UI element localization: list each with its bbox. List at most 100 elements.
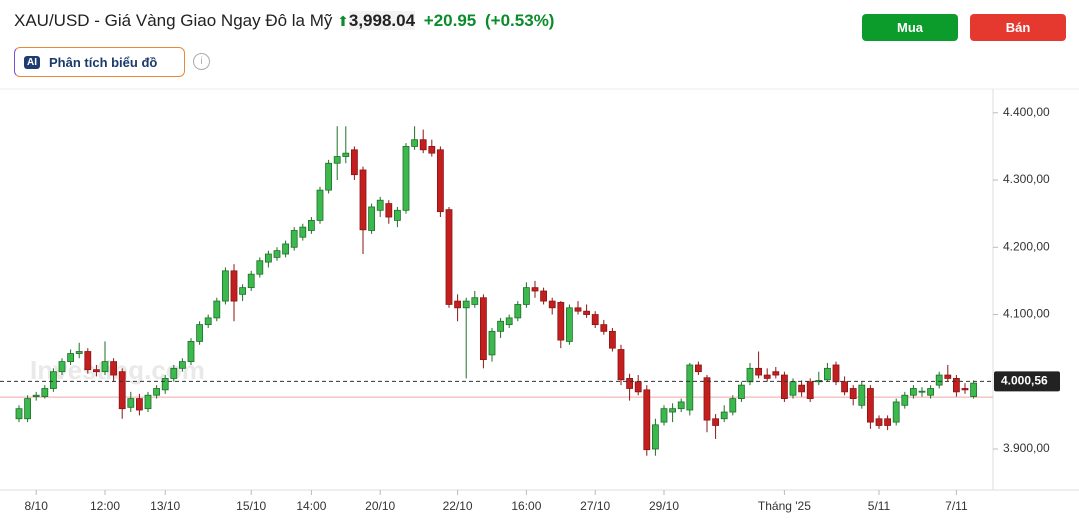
candle-body <box>110 361 117 376</box>
candle-body <box>67 353 74 363</box>
candle-body <box>703 377 711 421</box>
candle-body <box>772 371 780 376</box>
up-arrow: ⬆ <box>337 13 349 29</box>
x-tick-label: 16:00 <box>511 499 541 513</box>
candle-body <box>488 330 496 356</box>
candle-body <box>290 230 298 248</box>
candle-body <box>841 381 848 393</box>
x-tick-label: 8/10 <box>25 499 49 513</box>
candle-body <box>514 304 522 319</box>
candle-body <box>746 367 754 383</box>
candle-body <box>50 371 57 389</box>
candle-body <box>41 388 49 397</box>
candle-body <box>910 388 917 396</box>
candle-body <box>695 364 702 373</box>
candle-body <box>935 374 943 386</box>
x-tick-label: 15/10 <box>236 499 266 513</box>
candle-body <box>101 361 109 373</box>
x-tick-label: 7/11 <box>945 499 968 513</box>
x-tick-label: 20/10 <box>365 499 395 513</box>
candle-body <box>445 209 453 305</box>
x-tick-label: 27/10 <box>580 499 610 513</box>
candle-body <box>918 390 926 393</box>
candle-body <box>58 361 66 373</box>
sell-button[interactable]: Bán <box>970 14 1066 41</box>
last-price-box <box>994 371 1060 392</box>
y-tick-label: 4.200,00 <box>1003 239 1050 253</box>
candle-body <box>135 398 143 411</box>
candle-body <box>961 388 969 391</box>
candle-body <box>600 324 608 332</box>
candle-body <box>144 394 152 410</box>
candle-body <box>187 341 195 363</box>
candle-body <box>652 424 659 450</box>
price: 3,998.04 <box>348 11 416 30</box>
header-line: XAU/USD - Giá Vàng Giao Ngay Đô la Mỹ ⬆3… <box>14 11 554 31</box>
buy-button[interactable]: Mua <box>862 14 958 41</box>
candle-body <box>178 361 186 369</box>
candle-body <box>617 349 625 381</box>
candle-body <box>368 206 376 231</box>
candle-body <box>221 270 229 302</box>
candle-body <box>342 152 350 157</box>
instrument-title: XAU/USD - Giá Vàng Giao Ngay Đô la Mỹ <box>14 11 333 30</box>
y-tick-label: 4.100,00 <box>1003 307 1050 321</box>
candle-body <box>944 374 952 379</box>
candle-body <box>393 209 401 221</box>
ai-badge: AI <box>24 55 40 69</box>
candle-body <box>677 401 685 410</box>
candle-body <box>574 307 582 312</box>
change-pct: (+0.53%) <box>485 11 555 30</box>
last-price-label: 4.000,56 <box>1001 374 1048 388</box>
candle-body <box>901 394 909 406</box>
candle-body <box>471 297 479 305</box>
ai-analysis-button[interactable]: AI Phân tích biểu đồ <box>14 47 185 77</box>
candle-body <box>325 162 333 191</box>
candle-body <box>927 388 934 396</box>
candle-body <box>643 389 651 451</box>
candle-body <box>333 156 341 164</box>
candle-body <box>359 169 367 231</box>
candle-body <box>479 297 487 360</box>
candle-body <box>256 260 264 275</box>
candle-body <box>239 287 247 295</box>
ai-label: Phân tích biểu đồ <box>49 54 158 70</box>
candle-body <box>282 243 290 255</box>
candle-body <box>15 408 23 420</box>
candle-body <box>583 310 590 315</box>
candle-body <box>376 199 384 211</box>
candle-body <box>153 388 161 396</box>
candle-body <box>299 226 307 238</box>
info-icon[interactable]: i <box>193 53 210 70</box>
x-tick-label: 5/11 <box>868 499 891 513</box>
candle-body <box>884 418 891 426</box>
candle-body <box>849 388 857 399</box>
candle-body <box>505 317 513 326</box>
candle-body <box>32 394 40 397</box>
candle-body <box>247 273 255 289</box>
y-tick-label: 4.300,00 <box>1003 172 1050 186</box>
candle-body <box>875 418 883 426</box>
candle-body <box>832 364 840 383</box>
change: +20.95 <box>423 11 477 30</box>
candle-body <box>566 307 573 342</box>
candle-body <box>755 367 762 376</box>
x-tick-label: 13/10 <box>150 499 180 513</box>
candle-body <box>24 398 32 420</box>
candle-body <box>454 300 462 309</box>
x-tick-label: 14:00 <box>296 499 326 513</box>
candle-body <box>548 300 556 309</box>
candle-body <box>729 398 737 413</box>
candle-body <box>161 378 169 391</box>
candle-body <box>781 374 788 399</box>
candle-body <box>660 408 668 423</box>
candle-body <box>170 367 178 379</box>
candle-body <box>213 300 221 319</box>
candle-body <box>385 203 393 218</box>
candle-body <box>531 287 539 292</box>
candle-body <box>436 149 444 213</box>
candle-body <box>118 371 126 410</box>
candle-body <box>230 270 238 302</box>
